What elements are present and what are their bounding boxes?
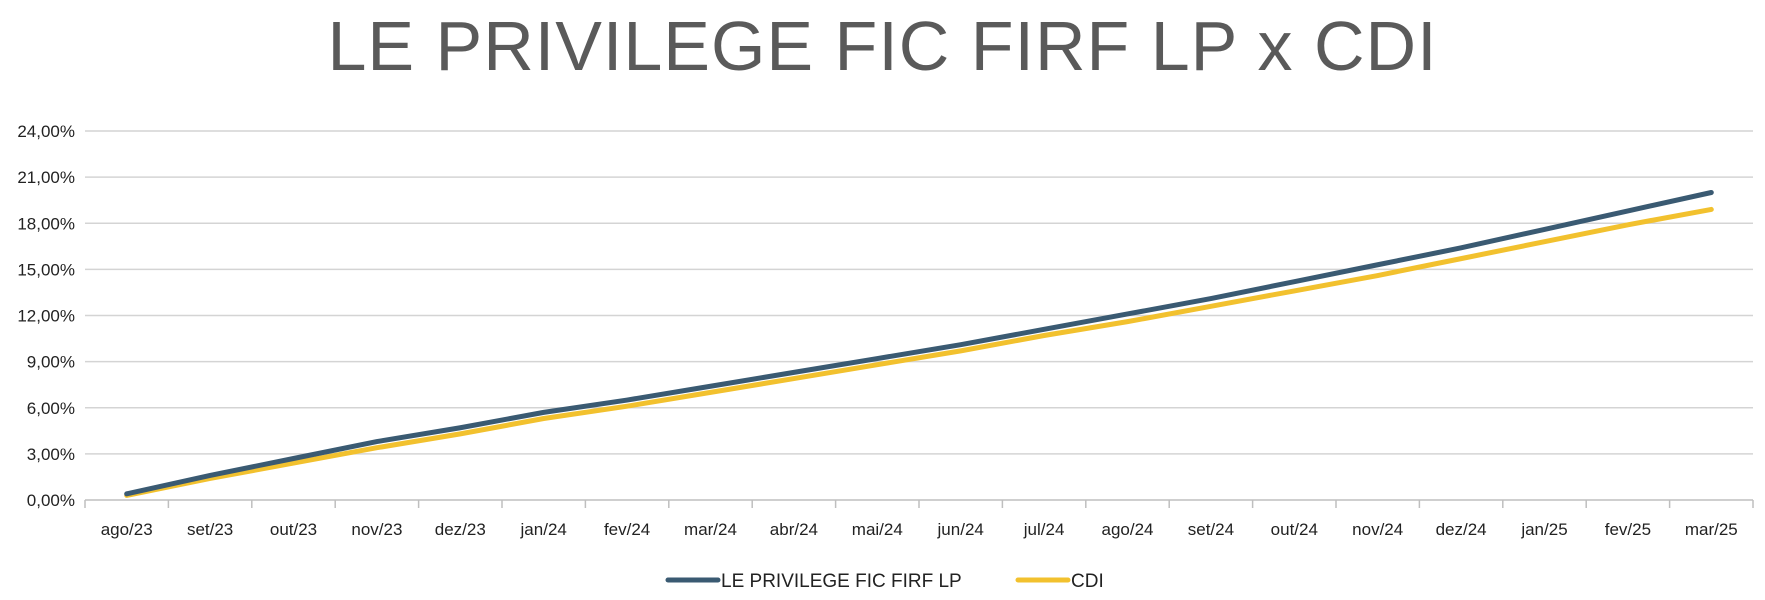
y-tick-label: 21,00%: [17, 168, 75, 187]
x-tick-label: ago/24: [1102, 520, 1154, 539]
chart-title: LE PRIVILEGE FIC FIRF LP x CDI: [327, 7, 1438, 85]
x-axis: ago/23 set/23 out/23 nov/23 dez/23 jan/24 fev/…: [84, 500, 1754, 539]
x-tick-label: nov/23: [351, 520, 402, 539]
x-tick-label: mar/25: [1685, 520, 1738, 539]
x-tick-label: jul/24: [1023, 520, 1065, 539]
y-tick-label: 15,00%: [17, 260, 75, 279]
legend: LE PRIVILEGE FIC FIRF LP CDI: [665, 571, 1104, 592]
x-tick-label: fev/24: [604, 520, 650, 539]
y-tick-label: 6,00%: [27, 399, 75, 418]
y-tick-label: 0,00%: [27, 491, 75, 510]
y-axis-ticks: 0,00% 3,00% 6,00% 9,00% 12,00% 15,00% 18,00% 21…: [17, 122, 75, 510]
x-tick-label: jun/24: [937, 520, 984, 539]
y-tick-label: 24,00%: [17, 122, 75, 141]
legend-label: LE PRIVILEGE FIC FIRF LP: [721, 571, 962, 592]
x-tick-label: dez/24: [1436, 520, 1487, 539]
x-tick-label: dez/23: [435, 520, 486, 539]
x-tick-label: mai/24: [852, 520, 903, 539]
x-tick-label: set/24: [1188, 520, 1234, 539]
series-line: [124, 190, 1714, 497]
x-tick-label: ago/23: [101, 520, 153, 539]
x-tick-label: nov/24: [1352, 520, 1403, 539]
series-line: [124, 206, 1714, 498]
y-tick-label: 18,00%: [17, 214, 75, 233]
x-tick-label: out/24: [1271, 520, 1318, 539]
x-tick-label: set/23: [187, 520, 233, 539]
y-tick-label: 3,00%: [27, 445, 75, 464]
x-tick-label: mar/24: [684, 520, 737, 539]
x-tick-label: jan/25: [1520, 520, 1567, 539]
x-tick-label: jan/24: [520, 520, 567, 539]
legend-label: CDI: [1071, 571, 1104, 592]
series-lines: [124, 190, 1714, 498]
x-tick-label: abr/24: [770, 520, 818, 539]
y-tick-label: 9,00%: [27, 353, 75, 372]
y-tick-label: 12,00%: [17, 307, 75, 326]
x-tick-label: out/23: [270, 520, 317, 539]
x-tick-label: fev/25: [1605, 520, 1651, 539]
gridlines: [85, 130, 1753, 501]
